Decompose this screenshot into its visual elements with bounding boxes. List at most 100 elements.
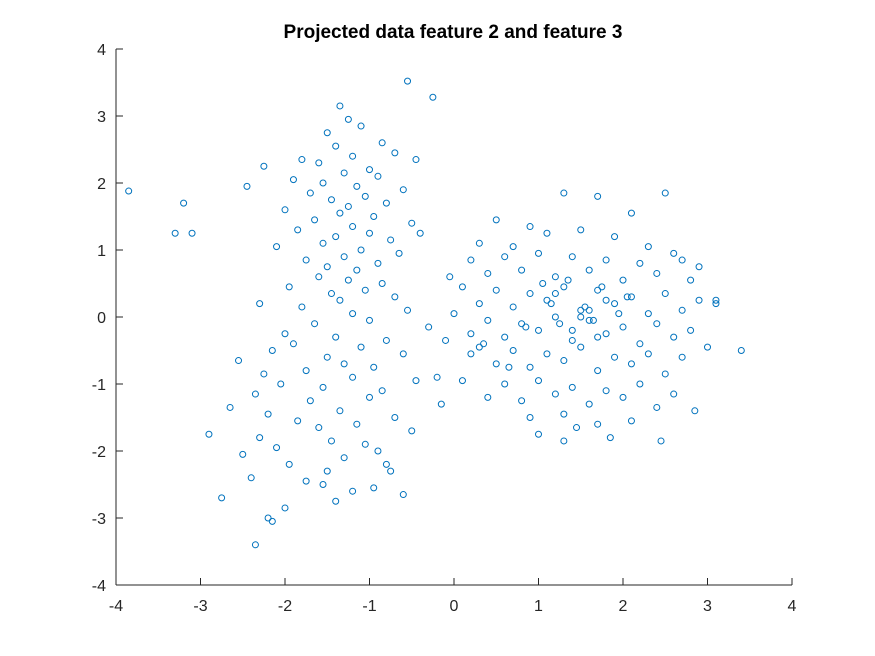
data-point <box>594 420 602 428</box>
data-point <box>661 290 669 298</box>
x-tick-label: 1 <box>534 598 543 615</box>
data-point <box>366 316 373 324</box>
data-point <box>602 330 610 338</box>
data-point <box>273 444 281 452</box>
data-point <box>458 377 466 385</box>
data-point <box>611 300 619 308</box>
data-point <box>353 266 361 274</box>
data-point <box>319 239 327 247</box>
data-point <box>509 243 517 251</box>
data-point <box>636 259 644 267</box>
data-point <box>737 347 745 354</box>
data-point <box>467 330 475 338</box>
data-point <box>349 152 357 160</box>
y-tick-label: 2 <box>97 176 106 193</box>
data-point <box>484 269 492 277</box>
data-point <box>412 377 420 385</box>
data-point <box>412 156 420 164</box>
data-point <box>577 306 585 314</box>
data-point <box>349 487 357 495</box>
data-point <box>568 326 576 334</box>
data-point <box>361 192 369 200</box>
data-point <box>505 363 513 371</box>
data-point <box>560 437 568 445</box>
data-point <box>188 229 196 237</box>
data-point <box>611 353 619 361</box>
data-point <box>327 196 335 204</box>
data-point <box>518 266 526 274</box>
data-point <box>281 330 289 338</box>
data-point <box>205 430 213 438</box>
data-point <box>606 434 614 442</box>
data-point <box>340 454 348 462</box>
data-point <box>416 229 424 237</box>
data-point <box>657 437 665 445</box>
data-point <box>556 320 564 328</box>
data-point <box>526 223 534 231</box>
data-point <box>568 253 576 261</box>
data-point <box>306 189 314 197</box>
data-point <box>319 481 327 488</box>
data-point <box>594 367 602 375</box>
data-point <box>353 182 361 190</box>
x-tick-label: -1 <box>362 598 376 615</box>
data-point <box>594 286 602 294</box>
data-point <box>239 450 247 458</box>
data-point <box>289 340 297 348</box>
data-point <box>475 343 483 351</box>
data-point <box>678 306 686 314</box>
x-tick-label: 4 <box>788 598 797 615</box>
data-point <box>535 326 542 334</box>
data-point <box>327 290 335 298</box>
data-point <box>319 179 327 187</box>
data-point <box>315 159 323 167</box>
data-point <box>535 249 542 257</box>
data-point <box>268 517 276 525</box>
data-point <box>285 460 293 468</box>
data-point <box>391 293 399 301</box>
data-point <box>564 276 572 284</box>
data-point <box>374 259 382 267</box>
data-point <box>615 310 623 318</box>
y-tick-label: -2 <box>92 444 106 461</box>
data-point <box>251 390 259 398</box>
data-point <box>336 296 344 304</box>
data-point <box>323 129 331 137</box>
data-point <box>560 357 568 365</box>
data-point <box>315 273 323 281</box>
data-point <box>256 434 264 442</box>
data-point <box>627 209 635 217</box>
data-point <box>332 497 340 505</box>
data-point <box>547 300 555 308</box>
data-point <box>425 323 433 331</box>
data-point <box>623 293 631 301</box>
y-tick-label: -1 <box>92 377 106 394</box>
data-point <box>712 296 720 304</box>
data-point <box>332 142 340 150</box>
data-point <box>399 186 407 194</box>
data-point <box>302 477 310 485</box>
data-point <box>509 347 517 354</box>
data-point <box>598 283 606 291</box>
data-point <box>289 176 297 184</box>
data-point <box>281 504 289 512</box>
data-point <box>501 253 509 261</box>
data-point <box>366 166 373 174</box>
data-point <box>627 360 635 368</box>
data-point <box>404 306 412 314</box>
data-point <box>294 226 302 234</box>
data-point <box>395 249 403 257</box>
data-point <box>332 333 340 341</box>
data-point <box>653 320 661 328</box>
data-point <box>594 333 602 341</box>
data-point <box>594 192 602 200</box>
data-point <box>370 484 378 492</box>
data-point <box>526 290 534 298</box>
data-point <box>374 447 382 455</box>
data-point <box>585 306 593 314</box>
data-point <box>467 350 475 358</box>
data-point <box>492 360 500 368</box>
data-point <box>399 350 407 358</box>
data-point <box>577 226 585 234</box>
